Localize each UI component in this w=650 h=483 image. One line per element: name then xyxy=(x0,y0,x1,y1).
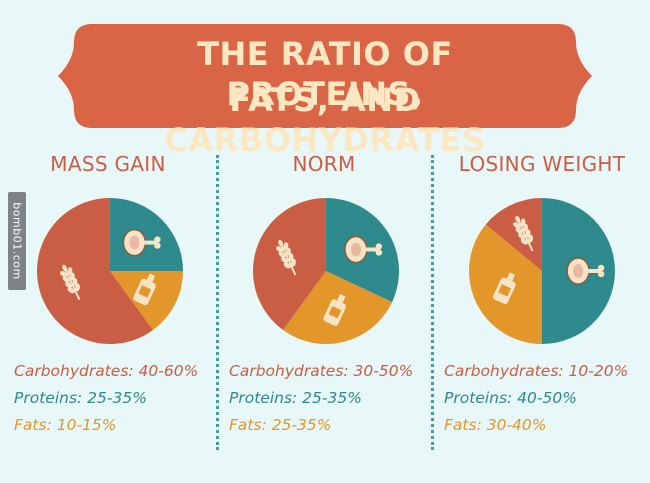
legend-mass-gain: Carbohydrates: 40-60% Proteins: 25-35% F… xyxy=(14,358,198,439)
watermark-badge: bomb01.com xyxy=(8,192,26,290)
pie-chart-losing-weight xyxy=(468,198,615,344)
pie-slice-carbohydrates xyxy=(485,198,542,271)
wheat-icon xyxy=(513,215,534,252)
chart-title-mass-gain: MASS GAIN xyxy=(50,152,166,176)
oil-bottle-icon xyxy=(493,272,516,305)
wheat-icon xyxy=(276,239,297,276)
ham-icon xyxy=(122,228,161,257)
title-line-1: THE RATIO OF PROTEINS, xyxy=(197,35,453,113)
title-banner xyxy=(58,24,592,128)
legend-carbohydrates: Carbohydrates: 40-60% xyxy=(14,362,199,380)
banner-shape xyxy=(58,24,592,128)
title-line-2: FATS, AND CARBOHYDRATES xyxy=(164,81,486,159)
chart-title-losing-weight: LOSING WEIGHT xyxy=(458,152,626,176)
column-divider-1 xyxy=(216,155,219,450)
oil-bottle-icon xyxy=(133,273,156,306)
legend-norm: Carbohydrates: 30-50% Proteins: 25-35% F… xyxy=(229,358,413,439)
pie-slice-proteins xyxy=(110,198,183,271)
legend-carbohydrates: Carbohydrates: 10-20% xyxy=(444,362,629,380)
legend-carbohydrates: Carbohydrates: 30-50% xyxy=(229,362,414,380)
legend-losing-weight: Carbohydrates: 10-20% Proteins: 40-50% F… xyxy=(444,358,628,439)
ham-icon xyxy=(344,235,383,264)
legend-proteins: Proteins: 25-35% xyxy=(14,389,147,407)
pie-slice-carbohydrates xyxy=(37,198,153,344)
oil-bottle-icon xyxy=(323,294,347,326)
pie-chart-norm xyxy=(252,198,399,345)
chart-title-norm: NORM xyxy=(292,152,356,176)
wheat-icon xyxy=(60,264,81,301)
ham-icon xyxy=(566,257,605,285)
legend-fats: Fats: 10-15% xyxy=(14,416,117,434)
legend-fats: Fats: 25-35% xyxy=(229,416,332,434)
legend-proteins: Proteins: 40-50% xyxy=(444,389,577,407)
watermark-text: bomb01.com xyxy=(10,202,24,280)
legend-fats: Fats: 30-40% xyxy=(444,416,547,434)
column-divider-2 xyxy=(431,155,434,450)
legend-proteins: Proteins: 25-35% xyxy=(229,389,362,407)
pie-chart-mass-gain xyxy=(37,198,183,344)
